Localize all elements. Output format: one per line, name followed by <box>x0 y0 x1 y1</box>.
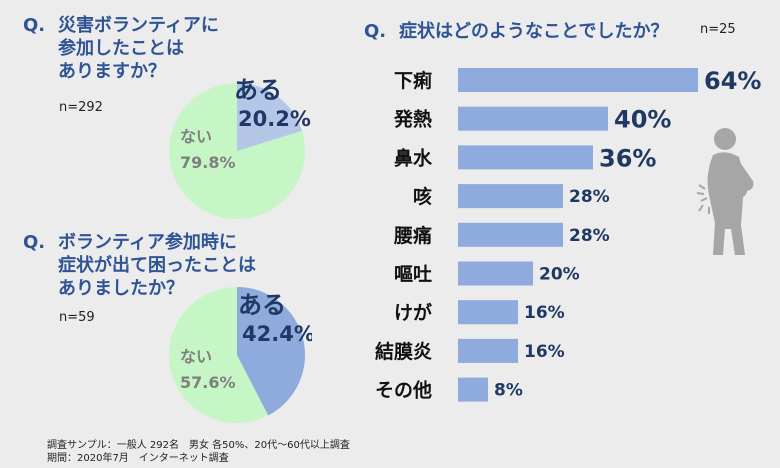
pie-slice-yes <box>237 287 306 416</box>
pie-label-no: ない <box>180 127 212 146</box>
question-2-text: ボランティア参加時に 症状が出て困ったことは ありましたか？ <box>58 232 256 299</box>
bar-category-label: 下痢 <box>394 69 432 92</box>
bar-category-label: その他 <box>375 379 432 402</box>
person-in-pain-icon <box>696 128 754 255</box>
bar-category-label: 嘔吐 <box>394 264 432 286</box>
bar <box>458 338 518 363</box>
bar <box>458 68 698 92</box>
bar <box>458 261 533 286</box>
bar <box>458 145 593 170</box>
bar-value-label: 16% <box>524 342 565 362</box>
footnote-period: 期間：2020年7月 インターネット調査 <box>47 453 229 464</box>
question-3: Q. 症状はどのようなことでしたか？ <box>364 20 668 43</box>
bar <box>458 106 608 131</box>
bar <box>458 300 518 325</box>
question-1-sample-size: n=292 <box>59 100 103 115</box>
pie-label-no: ない <box>180 347 212 366</box>
survey-footnote: 調査サンプル：一般人 292名 男女 各50%、20代〜60代以上調査 期間：2… <box>47 439 350 465</box>
footnote-sample: 調査サンプル：一般人 292名 男女 各50%、20代〜60代以上調査 <box>47 440 350 451</box>
bar-value-label: 20% <box>539 265 580 285</box>
pie-value-yes: 20.2% <box>238 107 311 131</box>
bar-chart-symptoms: 下痢 64% 発熱 40% 鼻水 36% 咳 28% 腰痛 28% 嘔吐 20% けが 16% 結膜炎 16%… <box>375 67 761 402</box>
question-1-text: 災害ボランティアに 参加したことは ありますか？ <box>58 15 219 82</box>
question-1-mark: Q. <box>23 15 46 36</box>
question-2-sample-size: n=59 <box>59 310 95 325</box>
bar <box>458 222 563 247</box>
pie-value-no: 57.6% <box>180 373 236 392</box>
bar-value-label: 40% <box>614 106 671 134</box>
pie-value-yes: 42.4% <box>242 322 312 346</box>
question-2: Q. ボランティア参加時に 症状が出て困ったことは ありましたか？ <box>23 231 256 300</box>
bar-category-label: 結膜炎 <box>375 340 432 363</box>
pie-label-yes: ある <box>234 76 282 104</box>
pie-value-no: 79.8% <box>180 153 236 172</box>
question-2-mark: Q. <box>23 232 46 253</box>
pie-chart-participation: ある 20.2% ない 79.8% <box>169 76 311 219</box>
bar <box>458 377 488 402</box>
bar-category-label: 発熱 <box>393 108 432 131</box>
bar-category-label: 腰痛 <box>393 224 432 247</box>
question-3-text: 症状はどのようなことでしたか？ <box>399 21 669 42</box>
question-1: Q. 災害ボランティアに 参加したことは ありますか？ <box>23 14 219 83</box>
bar-category-label: けが <box>394 301 432 324</box>
bar-value-label: 28% <box>569 226 610 246</box>
bar <box>458 184 563 209</box>
pie-label-yes: ある <box>238 291 286 319</box>
bar-value-label: 8% <box>494 381 523 401</box>
question-3-sample-size: n=25 <box>700 22 736 37</box>
pie-chart-symptoms: ある 42.4% ない 57.6% <box>169 287 312 423</box>
bar-value-label: 28% <box>569 187 610 207</box>
pie-slice-no <box>169 287 269 423</box>
question-3-mark: Q. <box>364 21 387 42</box>
bar-value-label: 64% <box>704 67 761 95</box>
bar-category-label: 咳 <box>413 185 432 208</box>
bar-value-label: 36% <box>599 144 656 172</box>
bar-value-label: 16% <box>524 303 565 323</box>
bar-category-label: 鼻水 <box>394 146 433 169</box>
pie-slice-yes <box>237 83 302 151</box>
